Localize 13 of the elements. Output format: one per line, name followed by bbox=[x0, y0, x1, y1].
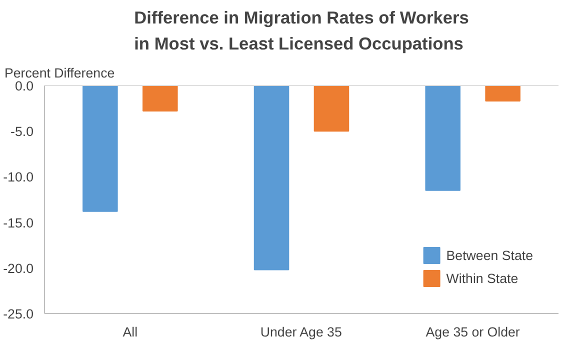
x-tick-label: Age 35 or Older bbox=[426, 324, 520, 340]
y-tick-label: 0.0 bbox=[14, 78, 34, 94]
x-tick-label: All bbox=[122, 324, 138, 340]
y-tick-label: -10.0 bbox=[3, 170, 34, 185]
legend-label: Within State bbox=[446, 270, 518, 286]
y-tick-label: -5.0 bbox=[10, 124, 34, 140]
y-tick-label: -25.0 bbox=[3, 306, 34, 322]
chart-title: Difference in Migration Rates of Workers in Most vs. Least Licensed Occupations bbox=[134, 8, 469, 54]
x-tick-label: Under Age 35 bbox=[260, 324, 342, 340]
y-axis-title: Percent Difference bbox=[4, 66, 115, 80]
y-tick-label: -20.0 bbox=[3, 260, 34, 276]
y-tick-label: -15.0 bbox=[3, 215, 34, 230]
legend-label: Between State bbox=[446, 248, 533, 262]
